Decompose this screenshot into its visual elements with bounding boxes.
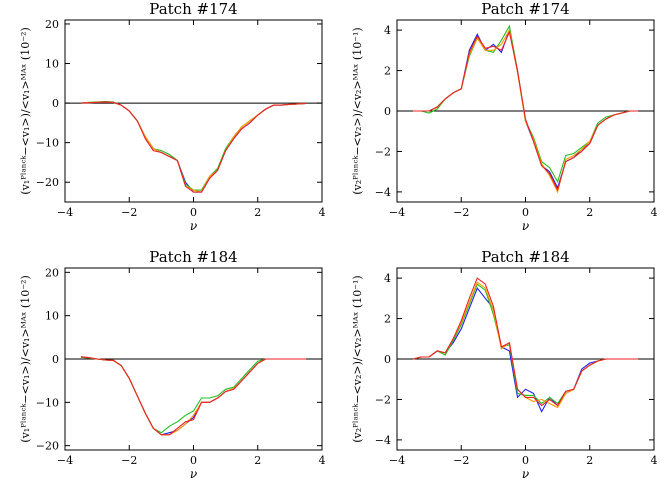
x-tick-label: 4 bbox=[651, 454, 658, 467]
series-line-red bbox=[412, 277, 638, 407]
series-line-blue bbox=[81, 356, 306, 436]
series-line-green bbox=[81, 100, 306, 191]
x-axis-label: ν bbox=[522, 467, 529, 481]
chart-title: Patch #174 bbox=[149, 0, 237, 18]
x-tick-label: −4 bbox=[57, 206, 73, 219]
x-tick-label: 2 bbox=[254, 206, 261, 219]
x-tick-label: 2 bbox=[254, 454, 261, 467]
y-axis-label: (v₁ᴾˡᵃⁿᶜᵏ−<v₁>)/<v₁>ᴹᴬˣ (10⁻²) bbox=[19, 275, 32, 442]
x-tick-label: −4 bbox=[389, 454, 405, 467]
y-tick-label: 2 bbox=[384, 313, 391, 326]
series-line-blue bbox=[413, 28, 638, 190]
y-tick-label: −4 bbox=[375, 186, 391, 199]
y-tick-label: −2 bbox=[375, 393, 391, 406]
y-tick-label: 20 bbox=[45, 266, 59, 279]
y-tick-label: 4 bbox=[384, 24, 391, 37]
y-axis-label: (v₂ᴾˡᵃⁿᶜᵏ−<v₂>)/<v₂>ᴹᴬˣ (10⁻¹) bbox=[351, 27, 364, 194]
series-line-green bbox=[412, 283, 638, 405]
y-tick-label: 0 bbox=[384, 105, 391, 118]
y-tick-label: 10 bbox=[45, 310, 59, 323]
x-tick-label: −4 bbox=[57, 454, 73, 467]
x-tick-label: 0 bbox=[522, 454, 529, 467]
y-axis-label: (v₂ᴾˡᵃⁿᶜᵏ−<v₂>)/<v₂>ᴹᴬˣ (10⁻¹) bbox=[351, 275, 364, 442]
chart-panel-1: Patch #174−4 −2 0 2 420100−10−20ν(v₁ᴾˡᵃⁿᶜᵏ−<… bbox=[19, 0, 326, 233]
series-line-red bbox=[81, 356, 306, 436]
x-tick-label: 4 bbox=[319, 454, 326, 467]
series-line-orange bbox=[81, 356, 306, 436]
x-tick-label: 0 bbox=[190, 206, 197, 219]
x-axis-label: ν bbox=[190, 467, 197, 481]
chart-title: Patch #184 bbox=[149, 248, 237, 266]
y-tick-label: 2 bbox=[384, 65, 391, 78]
y-tick-label: −4 bbox=[375, 434, 391, 447]
series-line-green bbox=[81, 356, 306, 434]
y-tick-label: 0 bbox=[384, 353, 391, 366]
series-line-red bbox=[81, 101, 306, 193]
chart-panel-2: Patch #174 −4 −2 0 2 4 4 2 0 −2 −4 ν (v₂ᴾˡᵃⁿᶜᵏ−<v₂>)… bbox=[351, 0, 658, 233]
series-line-red bbox=[413, 30, 638, 192]
x-tick-label: 2 bbox=[586, 454, 593, 467]
y-tick-label: −20 bbox=[36, 440, 59, 453]
x-axis-label: ν bbox=[190, 219, 197, 233]
series-line-blue bbox=[81, 101, 306, 193]
series-line-green bbox=[413, 24, 638, 184]
y-tick-label: 0 bbox=[52, 97, 59, 110]
x-tick-label: −2 bbox=[453, 454, 469, 467]
x-tick-label: 2 bbox=[586, 206, 593, 219]
y-tick-label: 10 bbox=[45, 58, 59, 71]
x-tick-label: 4 bbox=[319, 206, 326, 219]
plot-frame bbox=[64, 19, 323, 203]
y-tick-label: −20 bbox=[36, 176, 59, 189]
x-tick-label: −2 bbox=[453, 206, 469, 219]
y-axis-label: (v₁ᴾˡᵃⁿᶜᵏ−<v₁>)/<v₁>ᴹᴬˣ (10⁻²) bbox=[19, 27, 32, 194]
chart-title: Patch #184 bbox=[481, 248, 569, 266]
y-tick-label: −2 bbox=[375, 145, 391, 158]
chart-panel-4: Patch #184 −4 −2 0 2 4 4 2 0 −2 −4 ν (v₂ᴾˡᵃⁿᶜᵏ−<v₂>)… bbox=[351, 248, 658, 481]
chart-title: Patch #174 bbox=[481, 0, 569, 18]
y-tick-label: 0 bbox=[52, 353, 59, 366]
series-line-orange bbox=[81, 101, 306, 193]
x-tick-label: 0 bbox=[190, 454, 197, 467]
x-tick-label: 4 bbox=[651, 206, 658, 219]
x-tick-label: 0 bbox=[522, 206, 529, 219]
x-axis-label: ν bbox=[522, 219, 529, 233]
x-tick-label: −2 bbox=[121, 454, 137, 467]
y-tick-label: −10 bbox=[36, 137, 59, 150]
y-tick-label: 20 bbox=[45, 18, 59, 31]
chart-panel-3: Patch #184−4 −2 0 2 420100−10−20ν(v₁ᴾˡᵃⁿᶜᵏ−<… bbox=[19, 248, 326, 481]
x-tick-label: −2 bbox=[121, 206, 137, 219]
y-tick-label: −10 bbox=[36, 396, 59, 409]
x-tick-label: −4 bbox=[389, 206, 405, 219]
y-tick-label: 4 bbox=[384, 272, 391, 285]
